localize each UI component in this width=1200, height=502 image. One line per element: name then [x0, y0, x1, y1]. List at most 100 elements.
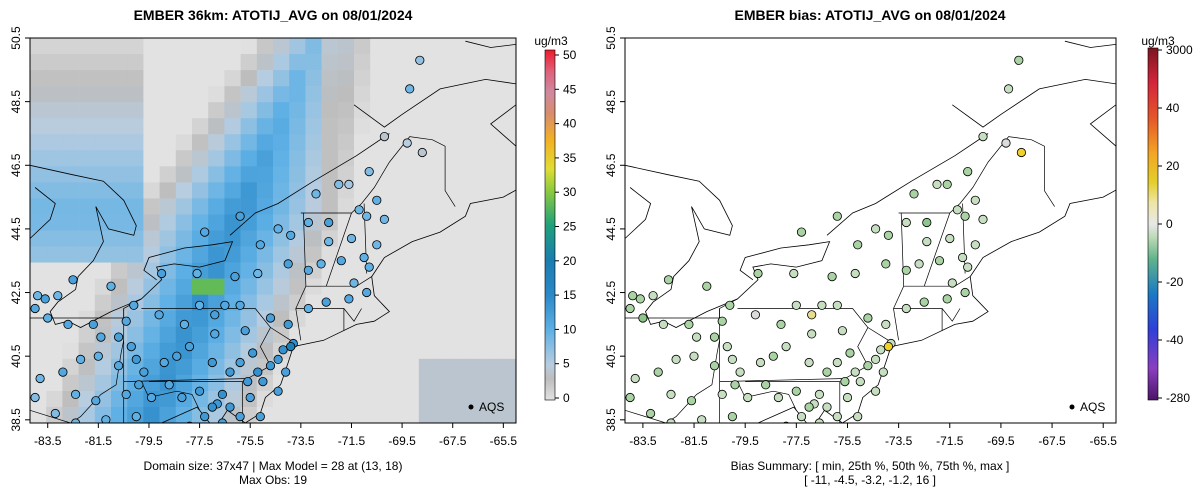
model-grid-cell: [386, 182, 403, 199]
model-grid-cell: [435, 342, 452, 360]
model-grid-cell: [451, 294, 468, 312]
model-grid-cell: [30, 278, 47, 295]
bias-station-marker: [717, 316, 727, 326]
model-grid-cell: [111, 278, 128, 295]
model-grid-cell: [370, 326, 387, 344]
model-grid-cell: [354, 182, 371, 199]
model-grid-cell: [143, 70, 160, 87]
model-grid-cell: [208, 86, 225, 103]
bias-station-marker: [709, 332, 720, 342]
model-grid-cell: [354, 86, 371, 103]
model-grid-cell: [467, 198, 484, 215]
model-grid-cell: [46, 262, 63, 279]
model-grid-cell: [337, 326, 355, 344]
model-grid-cell: [483, 326, 501, 344]
model-grid-cell: [46, 214, 63, 231]
bias-station-marker: [791, 386, 801, 396]
right-coastline-4: [826, 133, 989, 236]
model-grid-cell: [402, 310, 420, 328]
bias-station-marker: [909, 189, 919, 199]
model-grid-cell: [354, 102, 371, 119]
model-grid-cell: [30, 182, 47, 199]
model-grid-cell: [30, 246, 47, 263]
bias-station-marker: [807, 310, 817, 320]
model-grid-cell: [256, 118, 274, 135]
model-grid-cell: [337, 86, 355, 103]
obs-station-marker: [146, 392, 157, 403]
model-grid-cell: [321, 86, 339, 103]
model-grid-cell: [370, 70, 387, 87]
model-grid-cell: [499, 374, 516, 392]
obs-station-marker: [43, 313, 53, 323]
model-grid-cell: [175, 102, 193, 119]
obs-station-marker: [324, 237, 334, 247]
model-grid-cell: [94, 134, 112, 151]
model-grid-cell: [467, 214, 484, 231]
model-grid-cell: [78, 102, 96, 119]
model-grid-cell: [175, 294, 193, 312]
model-grid-cell: [273, 326, 290, 344]
obs-station-marker: [402, 138, 412, 148]
model-grid-cell: [467, 358, 484, 376]
model-grid-cell: [451, 182, 468, 199]
model-grid-cell: [46, 102, 63, 119]
model-grid-cell: [159, 70, 177, 87]
model-grid-cell: [175, 230, 193, 247]
model-grid-cell: [143, 342, 160, 360]
model-grid-cell: [435, 358, 452, 376]
bias-station-marker: [870, 386, 881, 396]
model-grid-cell: [208, 166, 225, 183]
model-grid-cell: [451, 134, 468, 151]
model-grid-cell: [224, 118, 241, 135]
obs-station-marker: [164, 380, 174, 390]
model-grid-cell: [240, 214, 258, 231]
obs-station-marker: [349, 278, 359, 288]
right-colorbar: [1147, 47, 1159, 401]
model-grid-cell: [159, 294, 177, 312]
model-grid-cell: [289, 390, 306, 408]
model-grid-cell: [159, 214, 177, 231]
bias-station-marker: [814, 389, 825, 399]
bias-station-marker: [754, 425, 762, 433]
obs-station-marker: [207, 357, 217, 368]
model-grid-cell: [256, 342, 274, 360]
model-grid-cell: [386, 198, 403, 215]
model-grid-cell: [46, 150, 63, 167]
model-grid-cell: [418, 262, 436, 279]
model-grid-cell: [94, 310, 112, 328]
bias-station-marker: [870, 224, 881, 234]
model-grid-cell: [289, 86, 306, 103]
left-legend-label: AQS: [479, 400, 504, 414]
model-grid-cell: [62, 86, 79, 103]
model-grid-cell: [143, 86, 160, 103]
obs-station-marker: [76, 354, 86, 364]
model-grid-cell: [192, 150, 209, 167]
left-state-border-12: [141, 381, 200, 411]
model-grid-cell: [192, 86, 209, 103]
model-grid-cell: [467, 294, 484, 312]
model-grid-cell: [208, 374, 225, 392]
right-colorbar-tick-label-3: 0: [1166, 217, 1173, 231]
model-grid-cell: [143, 118, 160, 135]
model-grid-cell: [451, 102, 468, 119]
model-grid-cell: [386, 86, 403, 103]
bias-station-marker: [878, 367, 888, 377]
model-grid-cell: [467, 310, 484, 328]
obs-station-marker: [354, 205, 364, 215]
bias-station-marker: [942, 179, 952, 189]
model-grid-cell: [370, 262, 387, 279]
model-grid-cell: [256, 54, 274, 71]
bias-station-marker: [817, 300, 827, 310]
model-grid-cell: [192, 54, 209, 71]
obs-station-marker: [114, 332, 124, 342]
model-grid-cell: [337, 342, 355, 360]
model-grid-cell: [224, 54, 241, 71]
model-grid-cell: [354, 38, 371, 55]
bias-station-marker: [855, 376, 865, 387]
bias-station-marker: [717, 389, 727, 399]
model-grid-cell: [78, 390, 96, 408]
model-grid-cell: [435, 166, 452, 183]
model-grid-cell: [175, 54, 193, 71]
model-grid-cell: [483, 198, 501, 215]
